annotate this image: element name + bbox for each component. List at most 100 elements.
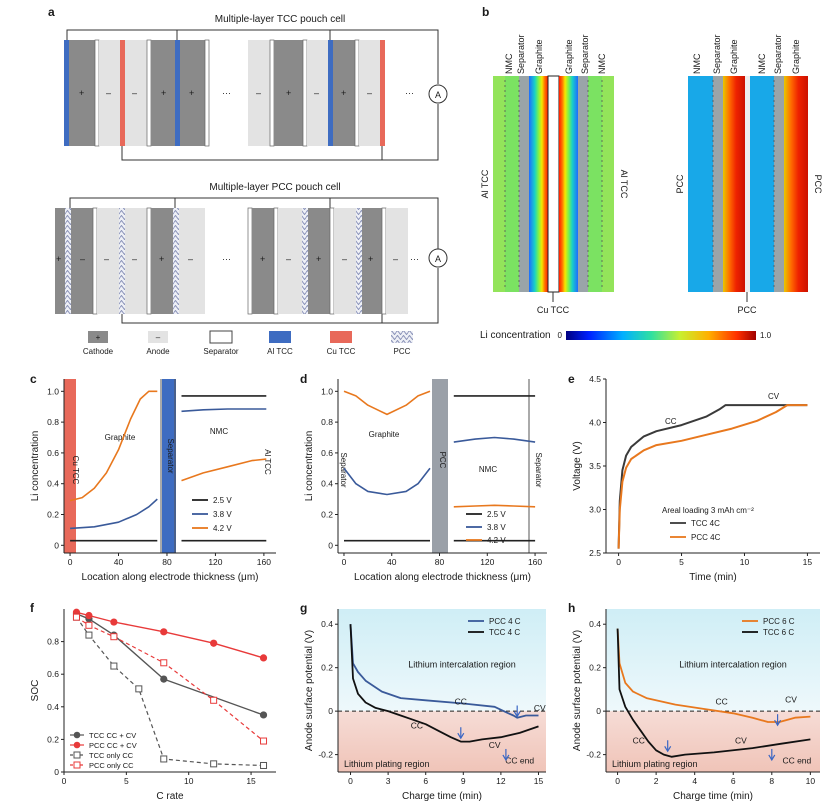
panel-b: b NMC Separator Graphite Graphite Separa…	[480, 5, 823, 341]
al-tcc-left-label: Al TCC	[480, 169, 490, 198]
x-axis-label: Charge time (min)	[402, 791, 482, 802]
svg-text:+: +	[161, 88, 166, 98]
legend-d-2-label: 4.2 V	[487, 536, 506, 545]
svg-text:–: –	[256, 88, 261, 98]
x-tick-label: 0	[616, 557, 621, 567]
y-tick-label: 0.8	[47, 637, 59, 647]
x-tick-label: 8	[769, 776, 774, 786]
x-tick-label: 40	[114, 557, 124, 567]
x-axis-label: Time (min)	[689, 572, 736, 583]
series-4.2V-seg0	[343, 390, 431, 416]
legend-f-3-label: PCC only CC	[89, 761, 134, 770]
x-tick-label: 15	[534, 776, 544, 786]
svg-text:–: –	[132, 88, 137, 98]
svg-text:NMC: NMC	[692, 53, 702, 74]
y-tick-label: -0.2	[318, 750, 333, 760]
panel-label-b: b	[482, 5, 489, 19]
y-tick-label: 0.4	[47, 702, 59, 712]
panel-f: f 0 5 10 15 0 0.2 0.4 0.6 0.8 C rate SOC TCC CC + C…	[30, 601, 276, 802]
pcc-right-label: PCC	[813, 174, 823, 194]
y-tick-label: 0.8	[321, 417, 333, 427]
cv-mark: CV	[785, 694, 797, 704]
y-tick-label: 4.5	[589, 374, 601, 384]
svg-text:A: A	[435, 254, 441, 264]
colorbar-label: Li concentration	[480, 330, 551, 341]
arrow-head-1	[513, 711, 521, 718]
point-f-2-5	[210, 760, 218, 768]
svg-text:···: ···	[405, 88, 414, 98]
legend-g-0-label: PCC 4 C	[489, 617, 521, 626]
x-tick-label: 9	[461, 776, 466, 786]
y-tick-label: 0.2	[47, 510, 59, 520]
x-tick-label: 10	[184, 776, 194, 786]
x-tick-label: 160	[528, 557, 542, 567]
x-axis-label: Location along electrode thickness (μm)	[354, 572, 531, 583]
legend-f-3-marker	[73, 761, 81, 769]
x-tick-label: 80	[435, 557, 445, 567]
x-tick-label: 15	[803, 557, 813, 567]
cc-text-e: CC	[665, 417, 677, 426]
x-tick-label: 10	[806, 776, 816, 786]
point-f-2-4	[160, 755, 168, 763]
al-tcc-right-label: Al TCC	[619, 170, 629, 199]
series-f-0	[76, 613, 264, 716]
separator-text: Separator	[166, 438, 175, 473]
y-tick-label: 0.8	[47, 417, 59, 427]
y-tick-label: 0.2	[321, 510, 333, 520]
intercalation-label: Lithium intercalation region	[408, 660, 516, 670]
y-tick-label: 3.0	[589, 505, 601, 515]
svg-text:NMC: NMC	[757, 53, 767, 74]
point-f-2-3	[135, 685, 143, 693]
panel-c: c Cu TCC Graphite Separator NMC Al TCC 0…	[30, 372, 276, 583]
series-3.8V-seg0	[70, 498, 158, 530]
legend-f-2-marker	[73, 751, 81, 759]
tcc-ammeter	[428, 84, 448, 104]
svg-text:+: +	[96, 333, 101, 342]
x-axis-label: C rate	[156, 791, 184, 802]
panel-g: g 0 3 6 9 12 15 -0.2 0 0.2 0.4 Charge time (min) An…	[300, 601, 546, 802]
x-tick-label: 3	[386, 776, 391, 786]
al-tcc-text: Al TCC	[263, 449, 272, 475]
tcc-stack	[64, 39, 385, 147]
x-tick-label: 0	[62, 776, 67, 786]
cv-text-e: CV	[768, 392, 780, 401]
x-tick-label: 6	[423, 776, 428, 786]
y-tick-label: 4.0	[589, 418, 601, 428]
y-tick-label: 0	[328, 706, 333, 716]
legend-f-0-label: TCC CC + CV	[89, 731, 136, 740]
point-f-1-4	[210, 639, 218, 647]
point-f-1-3	[160, 628, 168, 636]
svg-text:Separator: Separator	[773, 34, 783, 74]
svg-text:+: +	[316, 254, 321, 264]
panel-label-e: e	[568, 372, 575, 386]
legend-c-1-label: 3.8 V	[213, 510, 232, 519]
svg-text:···: ···	[222, 88, 231, 98]
series-4.2V-seg1	[181, 458, 267, 482]
cv-mark: CV	[489, 740, 501, 750]
tcc-signs: + – – + + ··· – + – + – ···	[79, 88, 414, 98]
legend-pcc: PCC	[394, 347, 411, 356]
point-f-0-3	[160, 675, 168, 683]
point-f-3-0	[72, 613, 80, 621]
x-tick-label: 80	[162, 557, 172, 567]
x-tick-label: 4	[692, 776, 697, 786]
svg-text:–: –	[104, 254, 109, 264]
svg-text:+: +	[56, 254, 61, 264]
panel-d: d Separator Graphite PCC NMC Separator 0…	[300, 372, 547, 583]
arrow-head-2	[768, 754, 776, 762]
pcc-cell-title: Multiple-layer PCC pouch cell	[209, 182, 340, 193]
cc-mark: CC	[455, 697, 467, 707]
series-3.8V-seg1	[453, 436, 536, 443]
series-4.2V-seg0	[69, 390, 158, 502]
panel-a: a Multiple-layer TCC pouch cell	[48, 5, 448, 356]
svg-text:–: –	[132, 254, 137, 264]
svg-text:Graphite: Graphite	[534, 39, 544, 74]
svg-text:Graphite: Graphite	[729, 39, 739, 74]
legend-f-1-label: PCC CC + CV	[89, 741, 137, 750]
y-axis-label: Li concentration	[30, 431, 41, 502]
cc-mark: CC	[411, 721, 423, 731]
pcc-top-labels: NMC Separator Graphite NMC Separator Gra…	[692, 34, 801, 74]
cu-tcc-text: Cu TCC	[71, 456, 80, 485]
cc-mark: CC	[716, 697, 728, 707]
series-4.2V-seg1	[453, 504, 536, 508]
